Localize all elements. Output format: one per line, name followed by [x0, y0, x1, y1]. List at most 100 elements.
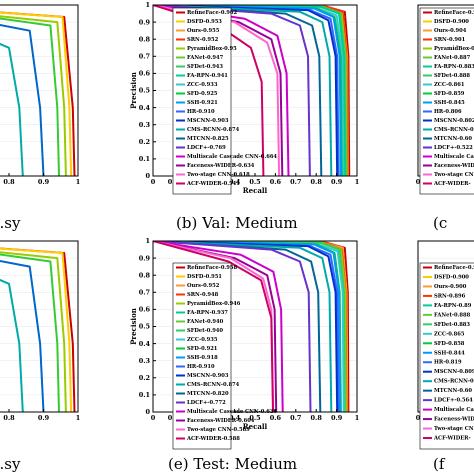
legend-entry-15: MTCNN-0.820	[187, 391, 229, 397]
legend-entry-15: LDCF+-0.564	[434, 398, 473, 404]
y-tick-label: 0.9	[139, 18, 151, 26]
y-tick-label: 0.7	[139, 289, 150, 297]
series-line-3	[0, 15, 67, 176]
series-line-11	[153, 5, 342, 176]
y-tick-label: 0.5	[139, 87, 151, 95]
y-tick-label: 0.8	[139, 271, 151, 279]
legend-entry-1: RefineFace-0.9	[434, 265, 474, 271]
series-line-16	[153, 5, 311, 176]
series-line-5	[0, 24, 45, 176]
series-line-6	[0, 278, 24, 412]
legend-entry-9: ZCC-0.935	[187, 337, 218, 343]
plot-frame	[417, 240, 474, 413]
y-tick-label: 0	[145, 172, 150, 180]
legend-entry-16: LDCF+-0.769	[187, 145, 226, 151]
legend-entry-6: FANet-0.888	[434, 312, 471, 318]
legend-entry-7: SFDet-0.943	[187, 64, 223, 70]
legend-entry-13: MSCNN-0.802	[434, 118, 474, 124]
x-tick-label: 0.8	[311, 178, 323, 186]
x-tick-label: 0.5	[249, 178, 261, 186]
legend-entry-19: ACF-WIDER-	[433, 436, 471, 442]
legend-entry-5: PyramidBox-0.946	[187, 301, 241, 307]
legend-entry-10: SFD-0.859	[434, 91, 465, 97]
legend-entry-2: DSFD-0.951	[187, 274, 222, 280]
legend-entry-6: FA-RPN-0.937	[187, 310, 228, 316]
legend-entry-20: ACF-WIDER-0.541	[186, 181, 240, 187]
legend-entry-10: SFD-0.925	[187, 91, 218, 97]
legend-box	[172, 262, 232, 450]
legend-entry-17: Multiscale Cascade CNN-0.636	[187, 409, 277, 415]
series-line-11	[153, 241, 342, 412]
x-tick-label: 0.4	[229, 414, 241, 422]
legend-entry-18: Faceness-WIDER-0.604	[187, 418, 255, 424]
legend-entry-3: Ours-0.900	[434, 284, 467, 290]
y-tick-label: 0.9	[139, 254, 151, 262]
x-tick-label: 0.8	[311, 414, 323, 422]
legend-entry-6: FANet-0.887	[434, 55, 471, 61]
series-group	[0, 11, 76, 176]
x-tick-label: 0	[151, 414, 156, 422]
legend-entry-9: SFD-0.858	[434, 341, 465, 347]
y-tick-label: 0.4	[139, 104, 151, 112]
legend-entry-17: Multiscale Cascade CNN-0.664	[187, 154, 277, 160]
legend: RefineFace-0.914 DSFD-0.900 Ours-0.904 SRN-…	[419, 7, 474, 195]
y-tick-label: 0.4	[139, 340, 151, 348]
legend-entry-16: LDCF+-0.522	[434, 145, 473, 151]
legend-entry-1: RefineFace-0.962	[187, 10, 237, 16]
legend-entry-19: Two-stage CNN-0.589	[187, 427, 250, 433]
x-tick-label: 0.9	[38, 178, 50, 186]
x-tick-label: 0.4	[229, 178, 241, 186]
legend-entry-7: FA-RPN-0.883	[434, 64, 474, 70]
series-line-20	[153, 241, 274, 412]
y-tick-label: 0	[145, 408, 150, 416]
series-line-8	[153, 5, 346, 176]
legend-entry-4: SRN-0.896	[434, 293, 466, 299]
legend-entry-10: SSH-0.844	[434, 350, 465, 356]
x-tick-label: 0	[151, 178, 156, 186]
x-axis-title: Recall	[243, 186, 268, 195]
series-line-3	[0, 251, 67, 412]
y-axis-title: Precision	[129, 308, 138, 345]
legend-entry-8: SFDet-0.888	[434, 73, 470, 79]
chart-panel-4: 0.8 0.9 1 ...sy	[0, 240, 81, 473]
series-line-2	[0, 11, 73, 176]
x-tick-label: 0.6	[270, 178, 282, 186]
y-tick-label: 0.8	[139, 35, 151, 43]
y-tick-label: 0.5	[139, 323, 151, 331]
legend-entry-2: DSFD-0.953	[187, 19, 222, 25]
legend-entry-4: SRN-0.901	[434, 37, 466, 43]
legend-entry-17: Multiscale Ca	[434, 154, 474, 160]
y-axis-title: Precision	[129, 72, 138, 109]
legend-entry-5: PyramidBox-0.95	[187, 46, 237, 52]
x-tick-label: 0.9	[331, 178, 343, 186]
series-line-5	[0, 259, 45, 412]
legend-entry-13: MSCNN-0.903	[187, 373, 229, 379]
legend-entry-17: Faceness-WID	[434, 417, 474, 423]
x-tick-label: 0.8	[3, 178, 15, 186]
legend-entry-5: PyramidBox-0.	[434, 46, 474, 52]
x-tick-label: 1	[76, 414, 81, 422]
y-tick-label: 0.3	[139, 121, 151, 129]
legend-entry-19: Two-stage CNN-0.618	[187, 172, 250, 178]
legend-entry-8: SFDet-0.940	[187, 328, 223, 334]
x-tick-label: 1	[76, 178, 81, 186]
legend-entry-1: RefineFace-0.914	[434, 10, 474, 16]
legend-entry-5: FA-RPN-0.89	[434, 303, 472, 309]
panel-caption: (b) Val: Medium	[176, 214, 298, 232]
series-line-4	[0, 253, 60, 412]
legend-entry-15: MTCNN-0.825	[187, 136, 229, 142]
legend-entry-14: CMS-RCNN-0.	[434, 127, 474, 133]
series-line-14	[153, 5, 333, 176]
legend-entry-11: SSH-0.845	[434, 100, 465, 106]
series-line-14	[153, 241, 333, 412]
chart-panel-6: 0 RefineFace-0.9 DSFD-0.900 Ours-0.900 SRN-0…	[416, 240, 474, 473]
legend-entry-3: Ours-0.955	[187, 28, 220, 34]
legend-entry-2: DSFD-0.900	[434, 19, 469, 25]
legend-entry-12: HR-0.806	[434, 109, 462, 115]
legend-entry-4: SRN-0.952	[187, 37, 219, 43]
legend-entry-6: FANet-0.947	[187, 55, 224, 61]
y-tick-label: 1	[145, 1, 150, 9]
legend-entry-3: Ours-0.952	[187, 283, 220, 289]
y-tick-label: 0.1	[139, 155, 150, 163]
series-group	[153, 241, 350, 412]
